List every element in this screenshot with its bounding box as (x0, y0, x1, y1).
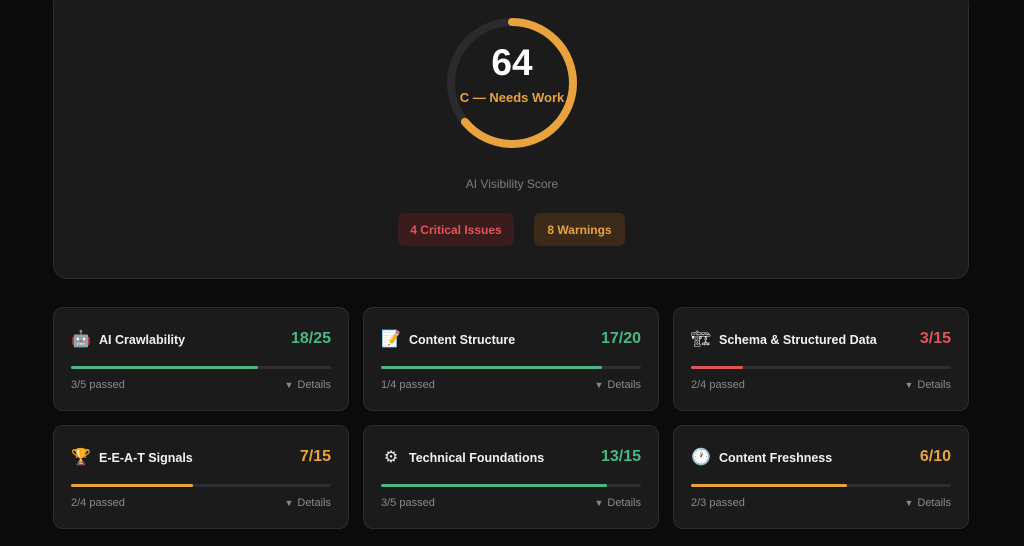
triangle-down-icon: ▼ (904, 380, 914, 390)
details-label: Details (917, 497, 951, 509)
passed-count: 2/4 passed (71, 497, 125, 509)
critical-issues-badge[interactable]: 4 Critical Issues (398, 213, 514, 246)
card-title: AI Crawlability (99, 333, 186, 347)
gauge-ring (447, 18, 577, 148)
score-panel: 64 C — Needs Work AI Visibility Score 4 … (53, 0, 969, 279)
construction-icon: 🏗 (691, 331, 712, 348)
details-label: Details (917, 379, 951, 391)
card-title: Content Structure (409, 333, 516, 347)
triangle-down-icon: ▼ (284, 498, 294, 508)
category-card[interactable]: 🤖 AI Crawlability 18/25 3/5 passed ▼ Details (53, 307, 349, 411)
progress-track (381, 484, 641, 487)
warnings-badge[interactable]: 8 Warnings (534, 213, 625, 246)
progress-fill (381, 366, 602, 369)
card-title: Technical Foundations (409, 451, 545, 465)
robot-icon: 🤖 (71, 331, 91, 348)
card-score: 3/15 (919, 330, 951, 347)
score-value: 64 (491, 42, 533, 83)
score-grade: C — Needs Work (459, 90, 565, 105)
card-title: E-E-A-T Signals (99, 451, 193, 465)
progress-fill (691, 484, 847, 487)
details-label: Details (607, 497, 641, 509)
memo-icon: 📝 (381, 331, 401, 348)
category-card[interactable]: 🕐 Content Freshness 6/10 2/3 passed ▼ Details (673, 425, 969, 529)
passed-count: 1/4 passed (381, 379, 435, 391)
triangle-down-icon: ▼ (904, 498, 914, 508)
details-label: Details (297, 379, 331, 391)
progress-fill (381, 484, 608, 487)
details-toggle[interactable]: ▼ Details (904, 497, 951, 509)
passed-count: 2/3 passed (691, 497, 745, 509)
card-score: 6/10 (919, 448, 951, 465)
progress-fill (691, 366, 743, 369)
card-score: 13/15 (600, 448, 641, 465)
details-label: Details (297, 497, 331, 509)
clock-icon: 🕐 (691, 449, 711, 466)
category-card[interactable]: ⚙ Technical Foundations 13/15 3/5 passed ▼ De… (363, 425, 659, 529)
category-card[interactable]: 🏗 Schema & Structured Data 3/15 2/4 passed ▼… (673, 307, 969, 411)
passed-count: 2/4 passed (691, 379, 745, 391)
progress-track (381, 366, 641, 369)
details-toggle[interactable]: ▼ Details (594, 379, 641, 391)
progress-track (691, 484, 951, 487)
gauge-arc (447, 18, 577, 148)
score-label: AI Visibility Score (465, 177, 559, 191)
details-toggle[interactable]: ▼ Details (284, 497, 331, 509)
card-score: 17/20 (600, 330, 641, 347)
passed-count: 3/5 passed (71, 379, 125, 391)
card-score: 7/15 (299, 448, 331, 465)
passed-count: 3/5 passed (381, 497, 435, 509)
triangle-down-icon: ▼ (594, 380, 604, 390)
progress-track (71, 366, 331, 369)
progress-track (71, 484, 331, 487)
card-title: Content Freshness (719, 451, 833, 465)
details-toggle[interactable]: ▼ Details (284, 379, 331, 391)
triangle-down-icon: ▼ (594, 498, 604, 508)
card-title: Schema & Structured Data (719, 333, 877, 347)
triangle-down-icon: ▼ (284, 380, 294, 390)
card-score: 18/25 (290, 330, 331, 347)
details-toggle[interactable]: ▼ Details (904, 379, 951, 391)
progress-fill (71, 484, 194, 487)
trophy-icon: 🏆 (71, 449, 91, 466)
progress-track (691, 366, 951, 369)
score-gauge: 64 C — Needs Work (444, 15, 580, 151)
category-card[interactable]: 📝 Content Structure 17/20 1/4 passed ▼ Detail… (363, 307, 659, 411)
details-toggle[interactable]: ▼ Details (594, 497, 641, 509)
gear-icon: ⚙ (383, 449, 399, 466)
progress-fill (71, 366, 259, 369)
category-card[interactable]: 🏆 E-E-A-T Signals 7/15 2/4 passed ▼ Details (53, 425, 349, 529)
details-label: Details (607, 379, 641, 391)
